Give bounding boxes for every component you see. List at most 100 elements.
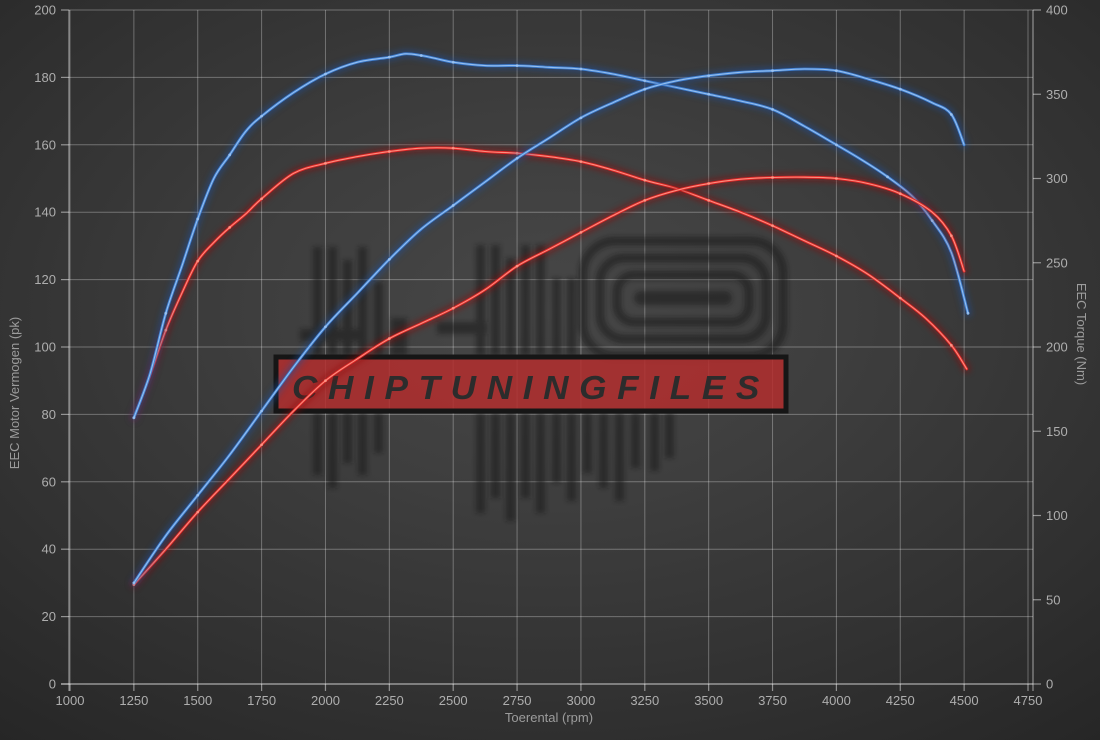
x-tick-label: 1000 bbox=[56, 693, 85, 708]
y-right-tick-label: 50 bbox=[1046, 592, 1060, 607]
data-point-marker bbox=[835, 143, 838, 147]
data-point-marker bbox=[579, 116, 583, 120]
data-point-marker bbox=[643, 178, 647, 182]
x-tick-label: 1500 bbox=[183, 693, 212, 708]
data-point-marker bbox=[419, 54, 423, 57]
data-point-marker bbox=[643, 87, 647, 91]
x-tick-label: 3500 bbox=[694, 693, 723, 708]
axes: 1000 1250 1500 1750 2000 2250 2500 2750 3000 3250… bbox=[34, 3, 1067, 709]
data-point-marker bbox=[949, 343, 953, 347]
x-tick-label: 3250 bbox=[630, 693, 659, 708]
data-point-marker bbox=[260, 114, 263, 118]
data-point-marker bbox=[228, 153, 232, 157]
data-point-marker bbox=[451, 204, 455, 207]
data-point-marker bbox=[196, 217, 200, 221]
data-point-marker bbox=[515, 156, 519, 160]
data-point-marker bbox=[949, 234, 953, 238]
y-right-tick-label: 200 bbox=[1046, 340, 1068, 355]
data-point-marker bbox=[324, 325, 327, 329]
data-point-marker bbox=[260, 443, 263, 447]
y-right-tick-label: 0 bbox=[1046, 677, 1053, 692]
x-tick-label: 2750 bbox=[503, 693, 532, 708]
data-point-marker bbox=[771, 176, 774, 179]
x-tick-label: 2250 bbox=[375, 693, 404, 708]
y-right-tick-label: 250 bbox=[1046, 255, 1068, 270]
y-left-tick-label: 160 bbox=[34, 137, 56, 152]
x-tick-label: 4750 bbox=[1014, 693, 1043, 708]
x-tick-label: 2500 bbox=[439, 693, 468, 708]
data-point-marker bbox=[643, 79, 647, 83]
x-axis-title: Toerental (rpm) bbox=[505, 710, 593, 725]
data-point-marker bbox=[707, 199, 711, 202]
data-point-marker bbox=[835, 69, 838, 73]
data-point-marker bbox=[898, 87, 902, 91]
data-point-marker bbox=[771, 224, 774, 228]
data-point-marker bbox=[451, 60, 455, 64]
x-tick-label: 2000 bbox=[311, 693, 340, 708]
series-power-tuned bbox=[130, 65, 968, 587]
axis-titles: EEC Motor Vermogen (pk) EEC Torque (Nm) … bbox=[7, 283, 1089, 725]
data-point-marker bbox=[387, 257, 391, 261]
data-point-marker bbox=[771, 108, 774, 111]
data-point-marker bbox=[835, 177, 838, 180]
data-point-marker bbox=[228, 225, 232, 229]
series-power-original bbox=[130, 173, 968, 589]
data-point-marker bbox=[324, 379, 327, 383]
data-point-marker bbox=[196, 259, 200, 263]
data-point-marker bbox=[898, 296, 902, 300]
data-point-marker bbox=[132, 416, 136, 420]
y-left-tick-label: 0 bbox=[49, 677, 56, 692]
data-point-marker bbox=[707, 182, 711, 185]
y-left-tick-label: 140 bbox=[34, 205, 56, 220]
y-right-tick-label: 300 bbox=[1046, 171, 1068, 186]
gridlines bbox=[69, 9, 1033, 685]
x-tick-label: 1750 bbox=[247, 693, 276, 708]
data-point-marker bbox=[387, 55, 391, 59]
y-left-tick-label: 60 bbox=[42, 474, 56, 489]
data-point-marker bbox=[196, 510, 200, 514]
data-point-marker bbox=[898, 192, 902, 196]
data-point-marker bbox=[387, 337, 391, 340]
banner-text: CHIPTUNINGFILES bbox=[292, 369, 770, 406]
y-right-tick-label: 350 bbox=[1046, 87, 1068, 102]
data-point-marker bbox=[164, 311, 168, 315]
series-highlight-power-original bbox=[133, 176, 965, 586]
data-point-marker bbox=[387, 150, 391, 153]
series-torque-original bbox=[130, 144, 971, 422]
y-left-tick-label: 80 bbox=[42, 407, 56, 422]
series-highlight-torque-tuned bbox=[133, 53, 969, 419]
series-highlight-torque-original bbox=[133, 147, 968, 419]
x-tick-label: 4000 bbox=[822, 693, 851, 708]
data-point-marker bbox=[324, 72, 327, 76]
chiptuningfiles-logo-watermark bbox=[300, 236, 788, 521]
series-highlight-power-tuned bbox=[133, 68, 965, 584]
data-point-marker bbox=[707, 92, 711, 96]
x-tick-label: 3750 bbox=[758, 693, 787, 708]
data-point-marker bbox=[771, 69, 774, 73]
data-point-marker bbox=[930, 219, 934, 223]
data-point-marker bbox=[515, 64, 519, 68]
data-point-marker bbox=[196, 493, 200, 497]
y-left-tick-label: 100 bbox=[34, 340, 56, 355]
series-torque-tuned bbox=[130, 50, 972, 422]
y-axis-title-right: EEC Torque (Nm) bbox=[1074, 283, 1089, 385]
data-point-marker bbox=[515, 264, 519, 268]
y-right-tick-label: 150 bbox=[1046, 424, 1068, 439]
data-point-marker bbox=[643, 199, 647, 202]
data-point-marker bbox=[835, 254, 838, 258]
x-tick-label: 1250 bbox=[119, 693, 148, 708]
banner-background bbox=[273, 354, 789, 414]
y-right-tick-label: 400 bbox=[1046, 3, 1068, 18]
data-point-marker bbox=[451, 146, 455, 150]
data-point-marker bbox=[949, 113, 953, 116]
curves bbox=[130, 50, 972, 589]
y-left-tick-label: 40 bbox=[42, 542, 56, 557]
data-point-marker bbox=[451, 306, 455, 310]
x-tick-label: 4250 bbox=[886, 693, 915, 708]
y-left-tick-label: 180 bbox=[34, 70, 56, 85]
data-point-marker bbox=[164, 328, 168, 332]
data-point-marker bbox=[260, 197, 263, 201]
data-point-marker bbox=[707, 74, 711, 78]
